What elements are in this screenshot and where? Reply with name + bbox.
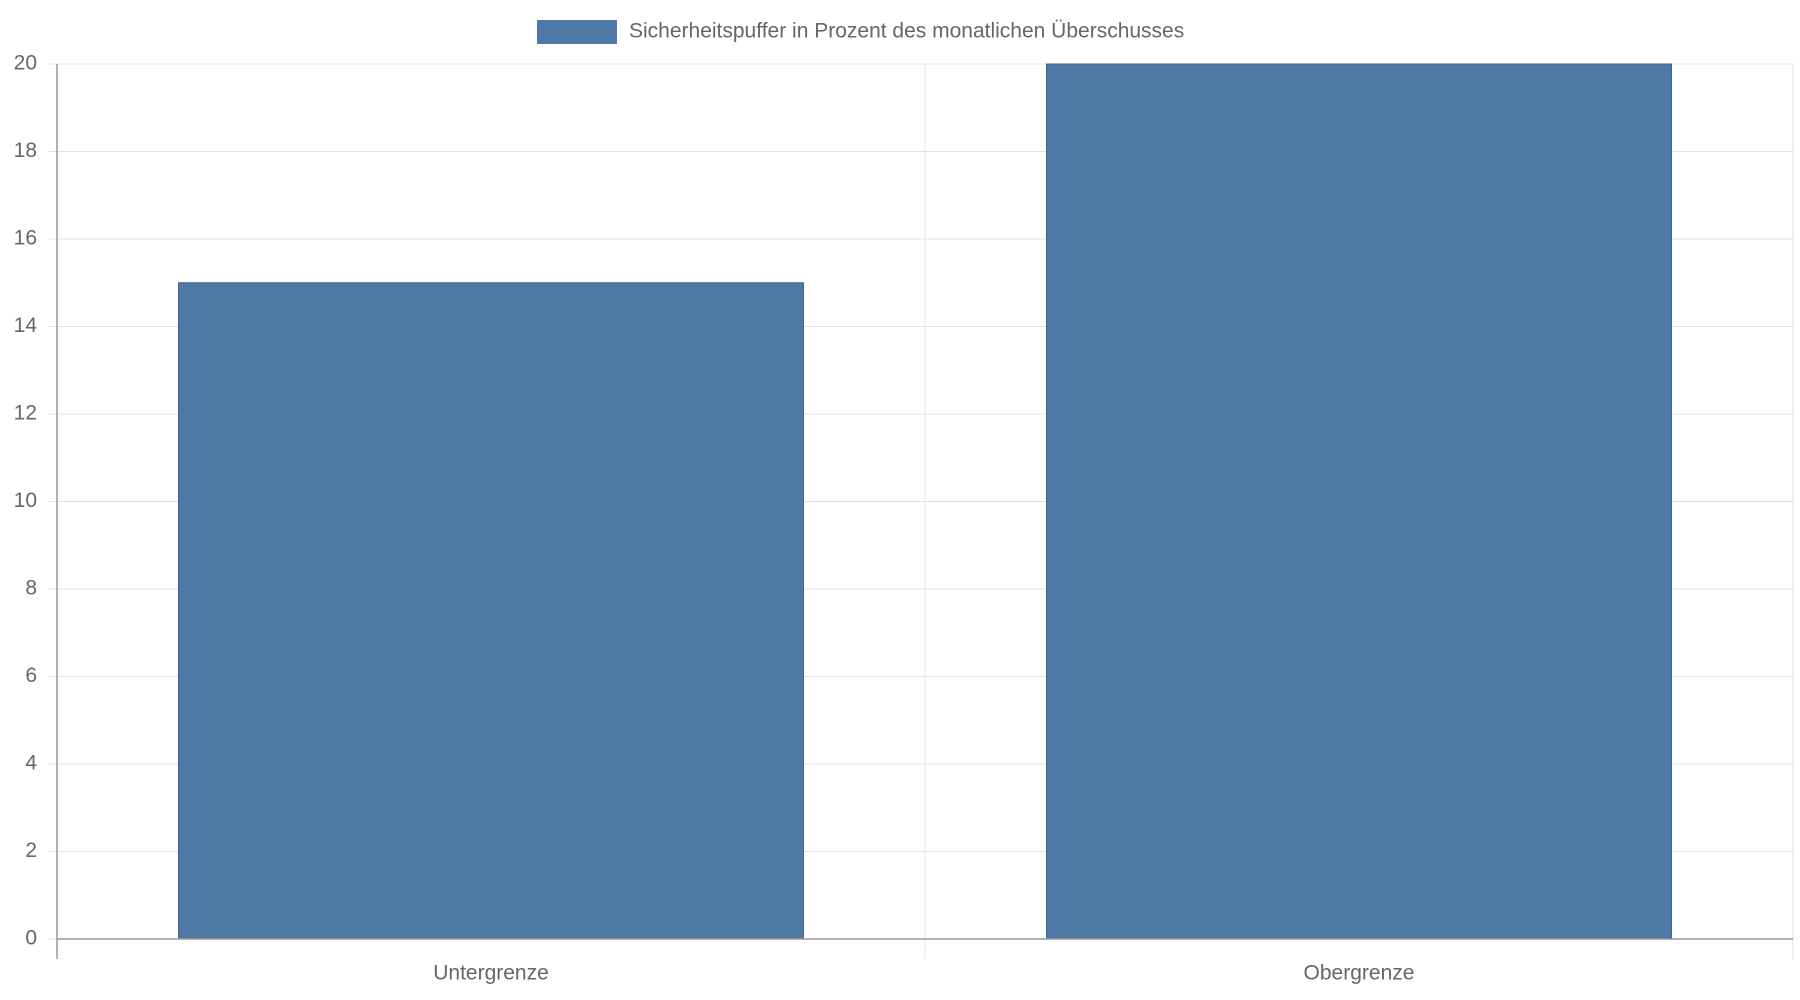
x-tick-label: Untergrenze	[433, 962, 549, 985]
legend-label: Sicherheitspuffer in Prozent des monatli…	[629, 20, 1184, 43]
x-tick-label: Obergrenze	[1304, 962, 1415, 985]
legend-swatch	[537, 20, 617, 44]
y-tick-label: 2	[25, 839, 37, 862]
y-tick-label: 14	[14, 314, 38, 337]
y-tick-label: 18	[14, 139, 37, 162]
y-tick-label: 4	[25, 752, 37, 775]
bar	[1046, 63, 1672, 940]
y-tick-label: 10	[14, 489, 37, 512]
y-tick-label: 12	[14, 402, 37, 425]
bar	[178, 282, 804, 940]
y-tick-label: 16	[14, 227, 37, 250]
y-tick-label: 20	[14, 52, 37, 75]
y-tick-label: 6	[25, 664, 37, 687]
y-tick-label: 8	[25, 577, 37, 600]
y-tick-label: 0	[25, 927, 37, 950]
